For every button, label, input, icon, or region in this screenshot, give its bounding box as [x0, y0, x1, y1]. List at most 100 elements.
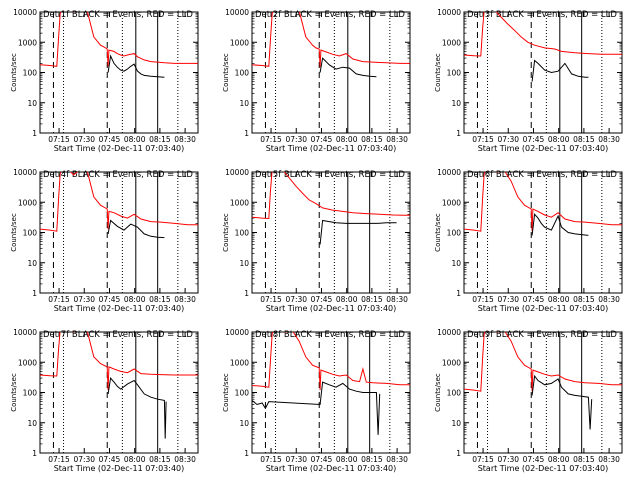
- x-tick-label: 07:30: [285, 135, 307, 144]
- y-tick-label: 1000: [18, 38, 37, 47]
- x-tick-label: 07:45: [523, 135, 545, 144]
- y-tick-label: 1000: [18, 358, 37, 367]
- x-tick-label: 08:30: [598, 295, 620, 304]
- series-lld-line: [40, 172, 198, 232]
- y-axis-label: Counts/sec: [434, 373, 442, 412]
- y-tick-label: 1: [32, 129, 37, 138]
- x-tick-label: 07:15: [48, 455, 70, 464]
- y-tick-label: 10: [27, 259, 37, 268]
- y-tick-label: 10000: [13, 328, 37, 337]
- y-tick-label: 10: [451, 259, 461, 268]
- panel-det-8: Det 8f BLACK = Events, RED = LLD 1 10 100 10…: [222, 328, 411, 473]
- x-axis-label: Start Time (02-Dec-11 07:03:40): [478, 144, 609, 153]
- chart-title: Det 9f BLACK = Events, RED = LLD: [467, 330, 617, 340]
- y-axis-label: Counts/sec: [434, 53, 442, 92]
- series-events-line: [531, 213, 589, 236]
- series-lld-line: [252, 172, 410, 220]
- x-tick-label: 08:15: [149, 295, 171, 304]
- panel-det-2: Det 2f BLACK = Events, RED = LLD 1 10 100 10…: [222, 8, 411, 153]
- y-axis-label: Counts/sec: [222, 53, 230, 92]
- x-tick-label: 07:45: [99, 135, 121, 144]
- series-layer: [252, 12, 410, 78]
- series-events-line: [252, 381, 381, 435]
- series-layer: [464, 172, 622, 236]
- series-layer: [252, 172, 410, 245]
- series-layer: [40, 332, 198, 439]
- y-tick-label: 100: [447, 69, 462, 78]
- panel-det-5: Det 5f BLACK = Events, RED = LLD 1 10 100 10…: [222, 168, 411, 313]
- series-events-line: [319, 219, 397, 245]
- panel-det-7: Det 7f BLACK = Events, RED = LLD 1 10 100 10…: [10, 328, 199, 473]
- x-tick-label: 07:45: [311, 455, 333, 464]
- y-tick-label: 10000: [225, 168, 249, 177]
- y-tick-label: 10: [239, 419, 249, 428]
- panel-det-9: Det 9f BLACK = Events, RED = LLD 1 10 100 10…: [434, 328, 623, 473]
- y-tick-label: 1: [32, 289, 37, 298]
- x-tick-label: 08:00: [336, 455, 358, 464]
- markers: [52, 332, 179, 453]
- x-axis-label: Start Time (02-Dec-11 07:03:40): [478, 304, 609, 313]
- y-tick-label: 1: [32, 449, 37, 458]
- series-layer: [40, 12, 198, 78]
- y-axis-label: Counts/sec: [10, 373, 18, 412]
- y-tick-label: 10: [239, 259, 249, 268]
- x-tick-label: 07:15: [472, 455, 494, 464]
- y-tick-label: 10: [451, 99, 461, 108]
- x-tick-label: 08:15: [573, 135, 595, 144]
- x-tick-label: 08:00: [548, 455, 570, 464]
- y-tick-label: 10000: [437, 8, 461, 17]
- panel-det-6: Det 6f BLACK = Events, RED = LLD 1 10 100 10…: [434, 168, 623, 313]
- chart-title: Det 5f BLACK = Events, RED = LLD: [255, 170, 405, 180]
- x-tick-label: 08:15: [361, 455, 383, 464]
- y-tick-label: 1000: [442, 358, 461, 367]
- x-tick-label: 07:15: [260, 295, 282, 304]
- series-layer: [464, 12, 622, 82]
- x-tick-label: 07:45: [311, 295, 333, 304]
- x-axis-label: Start Time (02-Dec-11 07:03:40): [54, 304, 185, 313]
- x-tick-label: 08:30: [386, 455, 408, 464]
- series-lld-line: [252, 332, 410, 391]
- series-events-line: [531, 374, 593, 430]
- panel-det-3: Det 3f BLACK = Events, RED = LLD 1 10 100 10…: [434, 8, 623, 153]
- x-tick-label: 08:30: [598, 455, 620, 464]
- x-tick-label: 07:45: [99, 455, 121, 464]
- y-tick-label: 1: [456, 289, 461, 298]
- x-axis-label: Start Time (02-Dec-11 07:03:40): [54, 144, 185, 153]
- y-tick-label: 10000: [225, 8, 249, 17]
- series-layer: [252, 332, 410, 435]
- chart-title: Det 3f BLACK = Events, RED = LLD: [467, 10, 617, 20]
- y-tick-label: 1000: [442, 38, 461, 47]
- x-tick-label: 07:30: [73, 135, 95, 144]
- x-tick-label: 07:30: [285, 455, 307, 464]
- x-tick-label: 07:45: [99, 295, 121, 304]
- y-tick-label: 100: [447, 389, 462, 398]
- chart-title: Det 2f BLACK = Events, RED = LLD: [255, 10, 405, 20]
- y-tick-label: 10000: [13, 168, 37, 177]
- x-tick-label: 08:15: [149, 135, 171, 144]
- markers: [476, 172, 603, 293]
- x-tick-label: 07:30: [497, 455, 519, 464]
- y-tick-label: 100: [235, 389, 250, 398]
- x-tick-label: 07:30: [497, 295, 519, 304]
- y-axis-label: Counts/sec: [10, 213, 18, 252]
- series-events-line: [107, 54, 165, 78]
- x-tick-label: 08:15: [361, 135, 383, 144]
- x-tick-label: 07:15: [260, 135, 282, 144]
- x-tick-label: 07:30: [285, 295, 307, 304]
- y-tick-label: 100: [235, 69, 250, 78]
- series-lld-line: [40, 332, 198, 391]
- y-tick-label: 1000: [230, 38, 249, 47]
- markers: [264, 12, 391, 133]
- x-tick-label: 07:15: [48, 295, 70, 304]
- x-tick-label: 07:45: [523, 295, 545, 304]
- x-tick-label: 08:00: [548, 295, 570, 304]
- markers: [52, 12, 179, 133]
- series-lld-line: [464, 12, 622, 57]
- x-tick-label: 07:30: [73, 455, 95, 464]
- chart-title: Det 7f BLACK = Events, RED = LLD: [43, 330, 193, 340]
- y-tick-label: 1: [456, 129, 461, 138]
- chart-title: Det 8f BLACK = Events, RED = LLD: [255, 330, 405, 340]
- series-events-line: [531, 59, 589, 82]
- x-tick-label: 07:45: [311, 135, 333, 144]
